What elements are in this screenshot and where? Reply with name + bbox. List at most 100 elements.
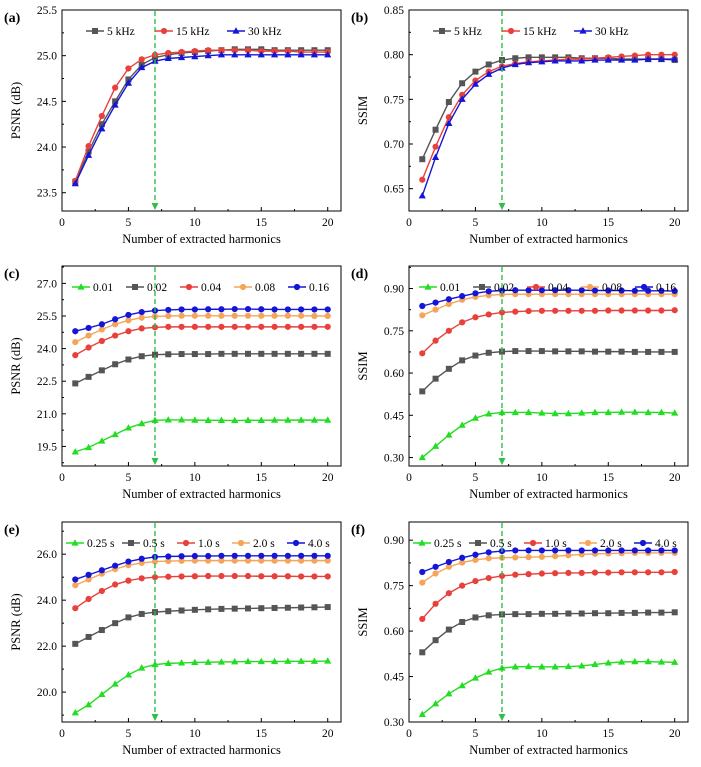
y-tick-label: 0.90 xyxy=(384,284,404,296)
data-point xyxy=(191,557,198,564)
data-point xyxy=(671,307,678,314)
x-tick-label: 20 xyxy=(669,728,681,740)
series-line xyxy=(421,56,675,160)
x-tick-label: 10 xyxy=(189,217,201,229)
data-point xyxy=(72,640,79,647)
data-point xyxy=(432,570,439,577)
x-tick-label: 0 xyxy=(406,728,412,740)
legend-item: 0.04 xyxy=(180,282,221,294)
data-point xyxy=(658,547,665,554)
data-point xyxy=(218,312,225,319)
data-point xyxy=(418,710,426,718)
data-point xyxy=(284,657,292,664)
legend-marker xyxy=(424,283,432,290)
data-point xyxy=(671,55,679,62)
data-point xyxy=(605,569,612,576)
legend-label: 0.5 s xyxy=(490,538,512,550)
data-point xyxy=(671,609,678,616)
legend-label: 0.04 xyxy=(201,282,221,294)
data-point xyxy=(271,604,278,611)
data-point xyxy=(85,595,92,603)
series-line xyxy=(74,54,328,184)
data-point xyxy=(71,179,79,187)
legend-item: 30 kHz xyxy=(574,26,629,38)
data-point xyxy=(485,61,492,68)
series-line xyxy=(75,419,328,453)
data-point xyxy=(165,323,172,330)
data-point xyxy=(191,606,198,613)
x-tick-label: 20 xyxy=(322,472,334,484)
data-point xyxy=(445,119,453,127)
data-point xyxy=(231,350,238,357)
data-point xyxy=(124,424,133,431)
chart-panel: (d) 0 5 10 15 20 0.30 0.45 0.60 0.75 0.90 Number of… xyxy=(351,265,689,501)
y-tick-label: 0.65 xyxy=(384,184,404,196)
data-point xyxy=(151,558,159,565)
series-group xyxy=(419,51,678,183)
legend-label: 2.0 s xyxy=(600,538,622,550)
data-point xyxy=(617,658,626,665)
legend-marker xyxy=(532,283,540,291)
legend-label: 1.0 s xyxy=(198,538,220,550)
data-point xyxy=(472,68,479,75)
data-point xyxy=(671,51,678,58)
legend-item: 0.01 xyxy=(419,282,460,294)
y-tick-label: 0.30 xyxy=(384,453,404,465)
data-point xyxy=(98,326,105,333)
data-point xyxy=(552,307,559,314)
data-point xyxy=(512,571,519,578)
series-line xyxy=(421,53,675,180)
data-point xyxy=(485,349,492,356)
plot-frame xyxy=(408,521,689,723)
data-point xyxy=(72,605,79,612)
y-tick-label: 22.0 xyxy=(37,641,57,653)
data-point xyxy=(165,553,172,560)
data-point xyxy=(191,573,198,580)
data-point xyxy=(231,323,238,330)
data-point xyxy=(98,337,105,345)
data-point xyxy=(218,306,225,313)
data-point xyxy=(125,317,132,324)
data-point xyxy=(459,554,466,561)
x-tick-label: 20 xyxy=(322,217,334,229)
data-point xyxy=(645,348,652,355)
legend-item: 0.04 xyxy=(527,282,568,294)
reference-arrowhead xyxy=(498,203,506,210)
data-point xyxy=(538,610,545,617)
legend-marker xyxy=(586,283,594,291)
data-point xyxy=(112,84,119,91)
data-point xyxy=(565,569,572,577)
data-point xyxy=(297,50,305,58)
data-point xyxy=(244,552,252,559)
data-point xyxy=(631,52,638,59)
series-line xyxy=(421,411,675,459)
data-point xyxy=(485,668,493,675)
series-line xyxy=(421,309,675,354)
series-group xyxy=(72,305,331,335)
chart-panel: (e) 0 5 10 15 20 20.0 22.0 24.0 26.0 Number of ext… xyxy=(4,521,342,757)
y-axis-title: PSNR (dB) xyxy=(9,82,23,139)
legend-label: 5 kHz xyxy=(454,26,482,38)
data-point xyxy=(191,48,198,55)
data-point xyxy=(471,674,480,681)
data-point xyxy=(244,557,252,564)
data-point xyxy=(298,573,305,580)
data-point xyxy=(284,350,291,357)
y-tick-label: 20.0 xyxy=(37,687,57,699)
data-point xyxy=(231,572,238,580)
data-point xyxy=(459,80,466,87)
data-point xyxy=(244,312,252,319)
data-point xyxy=(218,350,225,357)
data-point xyxy=(645,51,652,58)
y-tick-label: 25.0 xyxy=(37,51,57,63)
data-point xyxy=(138,325,145,332)
y-tick-label: 0.45 xyxy=(384,672,404,684)
legend-item: 0.02 xyxy=(473,282,514,294)
data-point xyxy=(324,657,332,664)
data-point xyxy=(72,576,79,583)
data-point xyxy=(512,55,519,62)
series-group xyxy=(419,291,678,319)
data-point xyxy=(98,627,105,634)
y-tick-label: 22.5 xyxy=(37,376,57,388)
reference-arrowhead xyxy=(498,458,506,465)
